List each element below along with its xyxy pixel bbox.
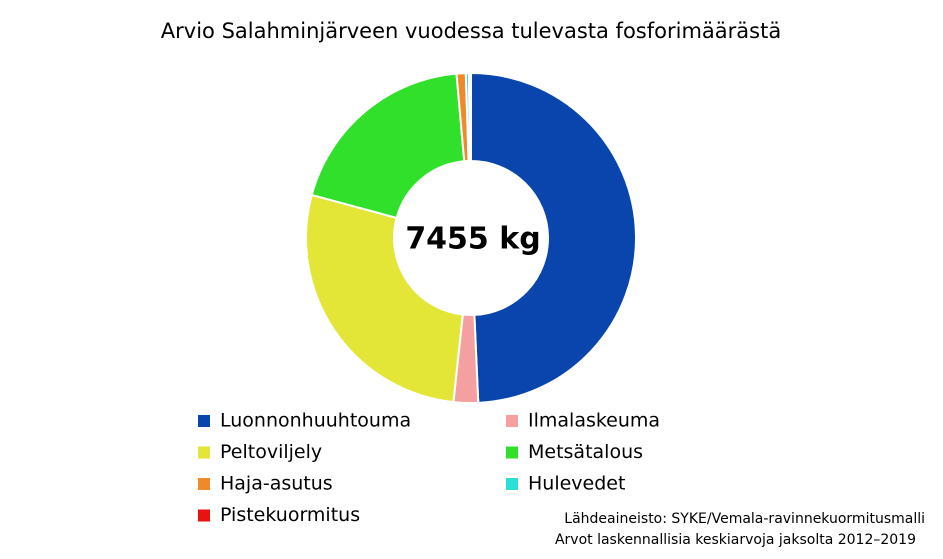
legend-label: Pistekuormitus — [220, 504, 360, 526]
chart-title: Arvio Salahminjärveen vuodessa tulevasta… — [161, 19, 781, 43]
legend-label: Peltoviljely — [220, 441, 322, 463]
center-label: 7455 kg — [405, 222, 540, 257]
legend: Luonnonhuuhtouma Ilmalaskeuma Peltoviljely… — [198, 410, 660, 526]
legend-swatch — [198, 478, 210, 490]
source-note: Lähdeaineisto: SYKE/Vemala-ravinnekuormi… — [564, 511, 925, 527]
source-note: Arvot laskennallisia keskiarvoja jaksolt… — [555, 532, 916, 548]
legend-label: Haja-asutus — [220, 473, 333, 495]
donut-slice — [467, 71, 472, 163]
legend-swatch — [506, 415, 518, 427]
donut — [305, 71, 637, 404]
legend-swatch — [198, 446, 210, 459]
legend-swatch — [506, 446, 518, 459]
legend-swatch — [198, 415, 210, 427]
legend-label: Hulevedet — [528, 473, 625, 495]
legend-label: Metsätalous — [528, 441, 643, 463]
donut-slice — [310, 72, 466, 220]
legend-label: Ilmalaskeuma — [528, 410, 660, 432]
donut-slice — [305, 193, 464, 404]
legend-swatch — [198, 509, 210, 522]
donut-slice — [470, 71, 637, 404]
legend-swatch — [506, 478, 518, 490]
legend-label: Luonnonhuuhtouma — [220, 410, 411, 432]
